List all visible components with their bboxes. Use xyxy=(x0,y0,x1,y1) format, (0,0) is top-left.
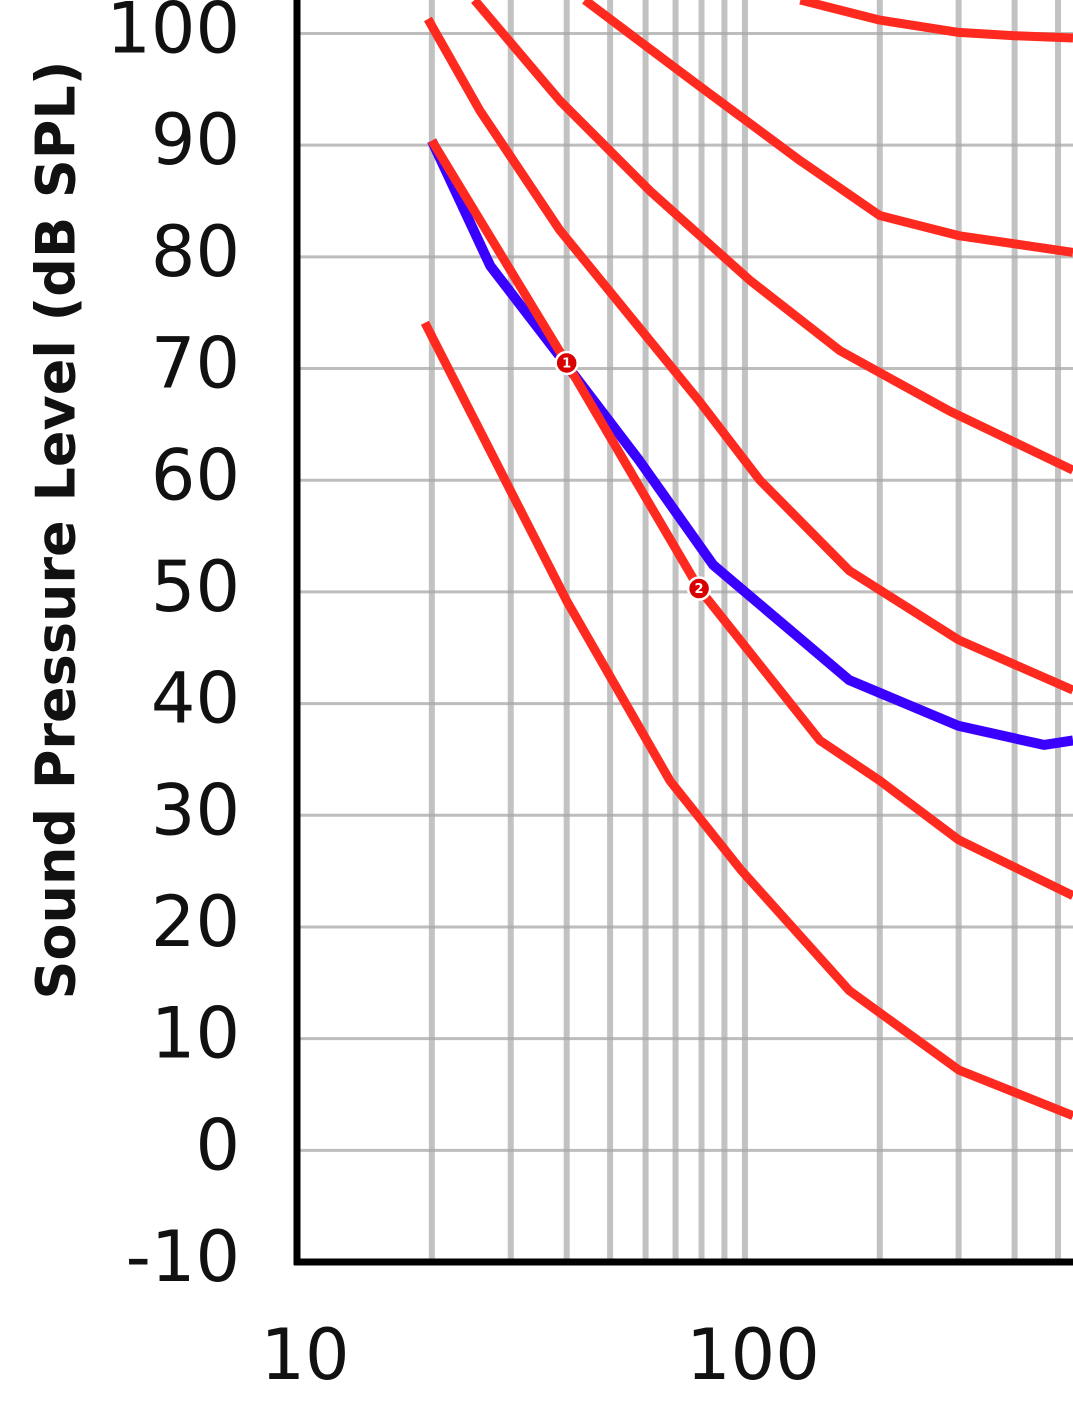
y-tick-label: 10 xyxy=(151,993,240,1075)
y-tick-label: 80 xyxy=(151,211,240,293)
y-tick-label: 40 xyxy=(151,658,240,740)
x-tick-label: 10 xyxy=(260,1314,349,1396)
series-line xyxy=(423,16,1073,695)
y-tick-label: 60 xyxy=(151,434,240,516)
series-line xyxy=(420,320,1073,1120)
y-axis-title: Sound Pressure Level (dB SPL) xyxy=(25,61,88,1000)
series-line xyxy=(471,0,1073,475)
series-line xyxy=(799,0,1073,43)
annotation-marker xyxy=(554,350,579,376)
series-line xyxy=(427,138,1073,750)
plot-area xyxy=(420,0,1073,1120)
y-tick-label: -10 xyxy=(126,1216,240,1298)
y-tick-label: 90 xyxy=(151,99,240,181)
y-tick-label: 50 xyxy=(151,546,240,628)
annotation-label: 1 xyxy=(562,356,571,371)
annotation-label: 2 xyxy=(695,582,704,597)
y-tick-label: 0 xyxy=(195,1104,240,1186)
y-tick-label: 30 xyxy=(151,769,240,851)
annotation-marker xyxy=(686,576,712,601)
series-line xyxy=(582,0,1073,257)
y-tick-label: 70 xyxy=(151,323,240,405)
x-tick-label: 100 xyxy=(686,1314,820,1396)
y-tick-label: 20 xyxy=(151,881,240,963)
axes xyxy=(293,0,1073,1266)
y-tick-label: 100 xyxy=(106,0,240,70)
